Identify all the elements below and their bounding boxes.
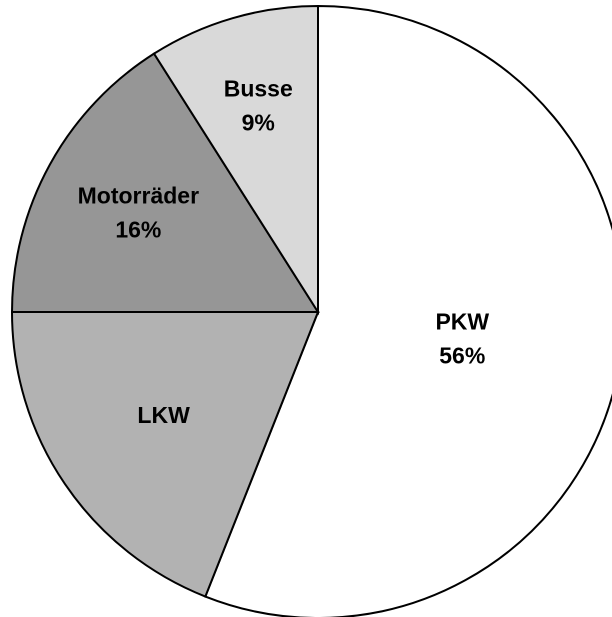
slice-value-label: 16% bbox=[115, 216, 161, 242]
slice-label: LKW bbox=[137, 402, 190, 428]
pie-slice bbox=[10, 311, 320, 598]
slice-label: PKW bbox=[435, 309, 489, 335]
pie-slice bbox=[10, 52, 320, 313]
pie-slice bbox=[204, 4, 612, 617]
slice-label: Motorräder bbox=[78, 182, 199, 208]
slice-label: Busse bbox=[224, 75, 293, 101]
pie-slice bbox=[152, 4, 319, 316]
slice-value-label: 56% bbox=[439, 343, 485, 369]
slice-value-label: 9% bbox=[242, 109, 275, 135]
